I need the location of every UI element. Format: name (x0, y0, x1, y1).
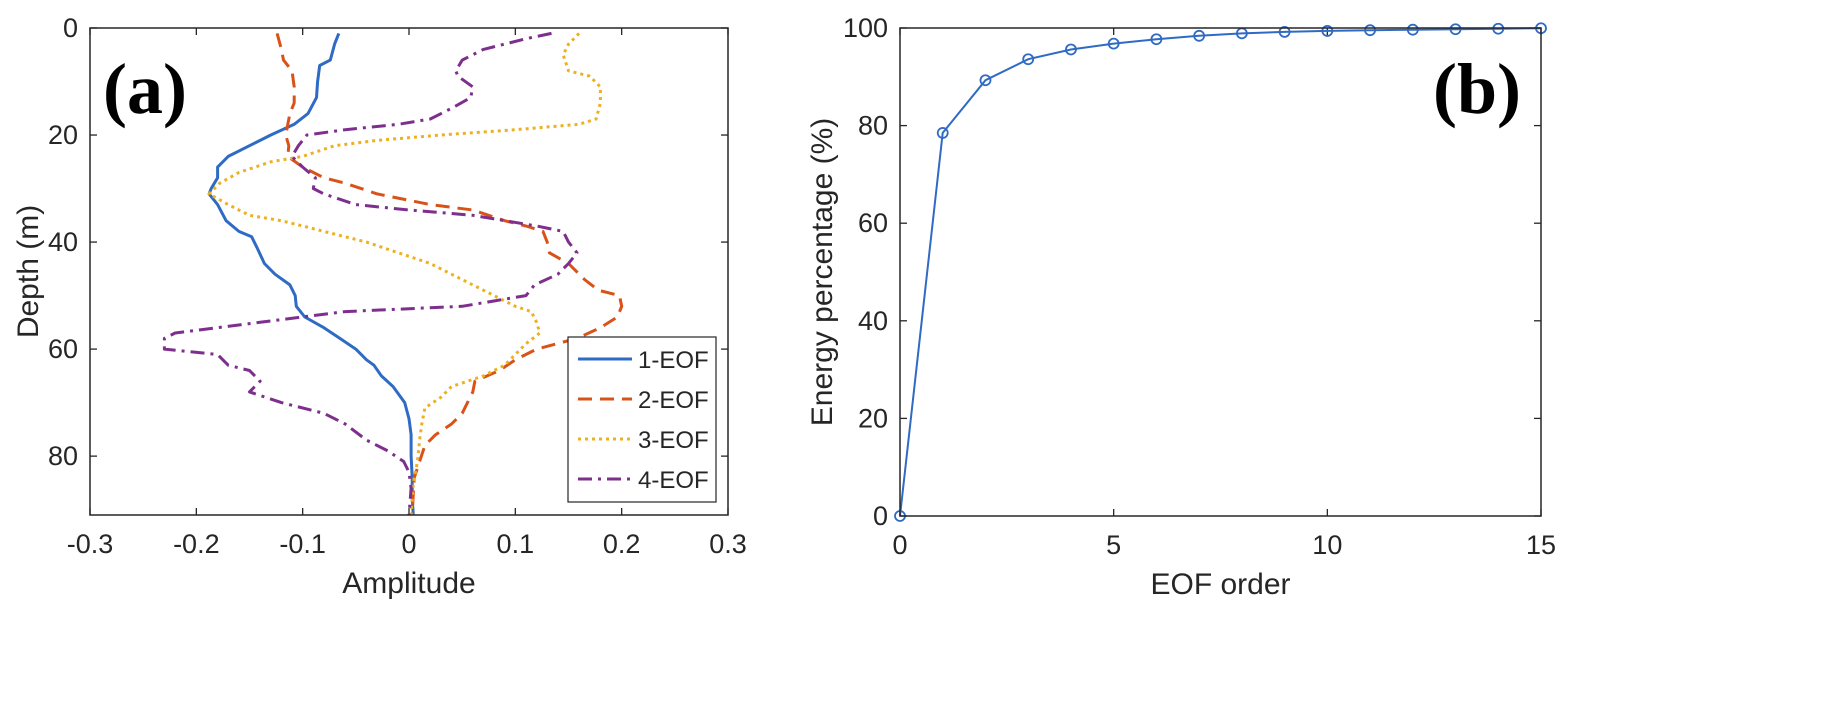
y-tick-label: 60 (48, 334, 78, 364)
panel-b-x-axis-label: EOF order (1150, 568, 1290, 601)
energy-line (899, 27, 1542, 517)
panel-a-label: (a) (103, 49, 187, 129)
energy-point (1278, 26, 1291, 38)
y-tick-label: 0 (873, 501, 888, 531)
x-tick-label: 15 (1526, 530, 1556, 560)
panel-b-label: (b) (1433, 49, 1521, 129)
x-tick-label: -0.2 (173, 529, 220, 559)
y-tick-label: 20 (48, 120, 78, 150)
energy-point (979, 74, 992, 87)
panel-b-energy-percentage: 0 5 10 15 0 20 40 60 80 100 EOF order Energy perc… (806, 13, 1556, 601)
legend-label-4-eof: 4-EOF (638, 467, 709, 494)
panel-a-eof-profiles: -0.3 -0.2 -0.1 0 0.1 0.2 0.3 0 20 40 60 80 Amplitud… (12, 13, 747, 600)
y-tick-label: 80 (48, 441, 78, 471)
y-tick-label: 100 (843, 13, 888, 43)
x-tick-label: 0.2 (603, 529, 641, 559)
y-tick-label: 40 (48, 227, 78, 257)
panel-a-axes-box (89, 27, 729, 516)
x-tick-label: -0.1 (279, 529, 326, 559)
panel-a-y-axis-label: Depth (m) (12, 205, 45, 338)
x-tick-label: 0 (892, 530, 907, 560)
series-line-2-eof (275, 33, 624, 516)
panel-a-legend[interactable]: 1-EOF 2-EOF 3-EOF 4-EOF (567, 336, 717, 503)
panel-a-x-axis-label: Amplitude (342, 567, 475, 600)
x-tick-label: -0.3 (67, 529, 114, 559)
energy-point (1022, 53, 1035, 66)
panel-a-tick-labels: -0.3 -0.2 -0.1 0 0.1 0.2 0.3 0 20 40 60 80 (48, 13, 747, 559)
energy-point (1065, 43, 1077, 56)
legend-label-2-eof: 2-EOF (638, 387, 709, 414)
series-line-4-eof (162, 31, 579, 516)
energy-point (1150, 33, 1163, 46)
panel-a-series (162, 31, 624, 516)
panel-b-axes-box (899, 27, 1542, 517)
series-line-3-eof (207, 32, 602, 516)
x-tick-label: 0.1 (497, 529, 535, 559)
series-line-1-eof (207, 32, 415, 516)
panel-b-tick-labels: 0 5 10 15 0 20 40 60 80 100 (843, 13, 1556, 560)
legend-label-3-eof: 3-EOF (638, 427, 709, 454)
energy-point (1364, 24, 1376, 37)
panel-b-series (894, 22, 1547, 522)
y-tick-label: 40 (858, 306, 888, 336)
energy-point (1406, 23, 1419, 36)
y-tick-label: 80 (858, 111, 888, 141)
x-tick-label: 0.3 (709, 529, 747, 559)
y-tick-label: 20 (858, 403, 888, 433)
legend-label-1-eof: 1-EOF (638, 347, 709, 374)
legend-box (567, 336, 717, 503)
panel-b-y-axis-label: Energy percentage (%) (806, 118, 839, 427)
energy-point (1449, 23, 1462, 36)
y-tick-label: 60 (858, 208, 888, 238)
y-tick-label: 0 (63, 13, 78, 43)
energy-point (936, 127, 949, 139)
x-tick-label: 0 (401, 529, 416, 559)
x-tick-label: 5 (1106, 530, 1121, 560)
energy-point (1107, 37, 1120, 50)
energy-point (1321, 25, 1334, 37)
x-tick-label: 10 (1312, 530, 1342, 560)
energy-point (1193, 29, 1206, 42)
